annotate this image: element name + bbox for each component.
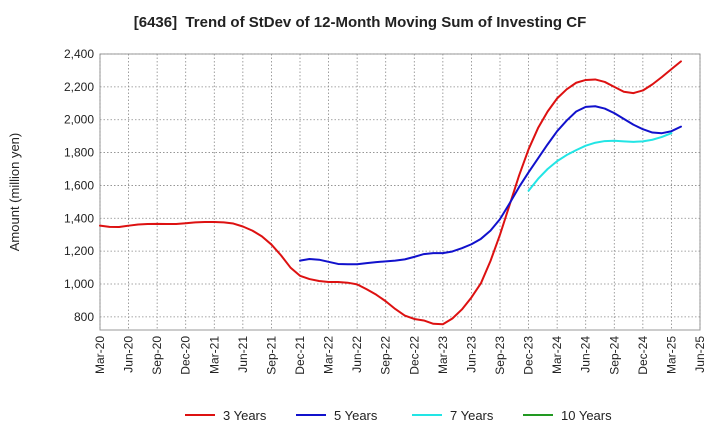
x-tick-label: Dec-23 [522,336,536,375]
y-tick-label: 1,600 [64,178,94,192]
x-tick-label: Jun-22 [350,336,364,373]
x-tick-label: Mar-21 [207,336,221,374]
x-tick-label: Mar-20 [93,336,107,374]
x-tick-label: Sep-21 [264,336,278,375]
legend-label: 5 Years [334,408,378,423]
y-tick-label: 1,400 [64,211,94,225]
chart-title: [6436] Trend of StDev of 12-Month Moving… [133,14,587,31]
x-tick-label: Dec-21 [293,336,307,375]
y-tick-label: 2,000 [64,113,94,127]
y-tick-label: 1,000 [64,277,94,291]
x-tick-label: Dec-24 [636,336,650,375]
x-tick-label: Dec-20 [179,336,193,375]
x-tick-label: Jun-25 [693,336,707,373]
x-tick-label: Mar-23 [436,336,450,374]
x-tick-label: Sep-23 [493,336,507,375]
x-axis-ticks: Mar-20 Jun-20 Sep-20 Dec-20 Mar-21 Jun-21 Sep-… [93,336,707,375]
x-tick-label: Sep-24 [607,336,621,375]
x-tick-label: Dec-22 [407,336,421,375]
series-line-5-years [299,105,682,266]
x-tick-label: Sep-22 [379,336,393,375]
legend-label: 7 Years [450,408,494,423]
x-tick-label: Jun-23 [464,336,478,373]
x-tick-label: Jun-21 [236,336,250,373]
y-tick-label: 2,400 [64,47,94,61]
x-tick-label: Mar-22 [322,336,336,374]
legend-label: 3 Years [223,408,267,423]
series-line-7-years [527,132,673,192]
series-lines [99,60,682,326]
series-line-3-years [99,60,682,326]
y-axis-ticks: 800 1,000 1,200 1,400 1,600 1,800 2,000 2,200 2,… [64,47,94,324]
y-tick-label: 800 [74,310,94,324]
y-axis-title: Amount (million yen) [7,133,22,252]
x-tick-label: Jun-24 [579,336,593,373]
y-tick-label: 1,200 [64,244,94,258]
y-tick-label: 1,800 [64,146,94,160]
y-tick-label: 2,200 [64,80,94,94]
plot-area [99,53,701,331]
x-tick-label: Mar-25 [664,336,678,374]
legend: 3 Years 5 Years 7 Years 10 Years [185,408,612,423]
x-tick-label: Mar-24 [550,336,564,374]
grid-lines [99,53,701,330]
x-tick-label: Jun-20 [122,336,136,373]
x-tick-label: Sep-20 [150,336,164,375]
legend-label: 10 Years [561,408,612,423]
